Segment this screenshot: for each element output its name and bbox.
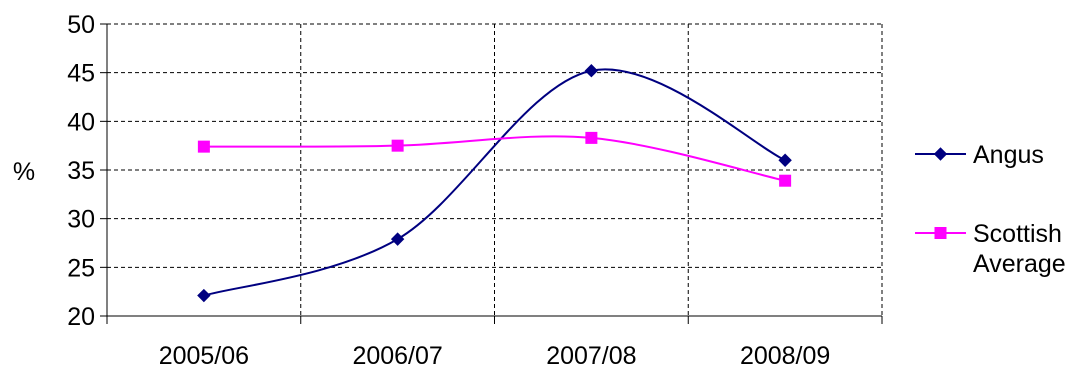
data-point-square — [585, 131, 598, 144]
y-tick-label: 30 — [67, 206, 95, 234]
y-tick-label: 45 — [67, 60, 95, 88]
data-point-square — [391, 139, 404, 152]
grid-lines — [107, 23, 883, 316]
y-tick-label: 35 — [67, 157, 95, 185]
x-tick-label: 2007/08 — [546, 342, 636, 370]
y-axis-label: % — [13, 158, 35, 186]
series-markers — [197, 64, 792, 303]
series-lines — [203, 68, 786, 297]
legend-marker — [933, 147, 948, 161]
data-point-diamond — [390, 232, 405, 246]
y-tick-labels: 20 25 30 35 40 45 50 — [67, 11, 95, 331]
legend-label: Angus — [973, 141, 1044, 169]
x-tick-label: 2006/07 — [352, 342, 442, 370]
y-tick-label: 50 — [67, 11, 95, 39]
data-point-diamond — [778, 153, 792, 167]
x-tick-label: 2008/09 — [740, 342, 830, 370]
data-point-square — [197, 140, 210, 153]
y-tick-label: 40 — [67, 108, 95, 136]
legend-label: Average — [973, 250, 1066, 278]
y-tick-label: 25 — [67, 254, 95, 282]
legend-entry-0: Angus — [915, 141, 1044, 169]
axes — [100, 23, 883, 324]
x-tick-labels: 2005/06 2006/07 2007/08 2008/09 — [159, 342, 831, 370]
x-tick-label: 2005/06 — [159, 342, 249, 370]
data-point-diamond — [197, 288, 211, 303]
series-line-1 — [203, 135, 786, 182]
data-point-diamond — [584, 64, 599, 78]
data-point-square — [779, 174, 792, 187]
legend-label: Scottish — [973, 220, 1062, 248]
legend-marker — [934, 227, 947, 239]
y-tick-label: 20 — [67, 303, 95, 331]
